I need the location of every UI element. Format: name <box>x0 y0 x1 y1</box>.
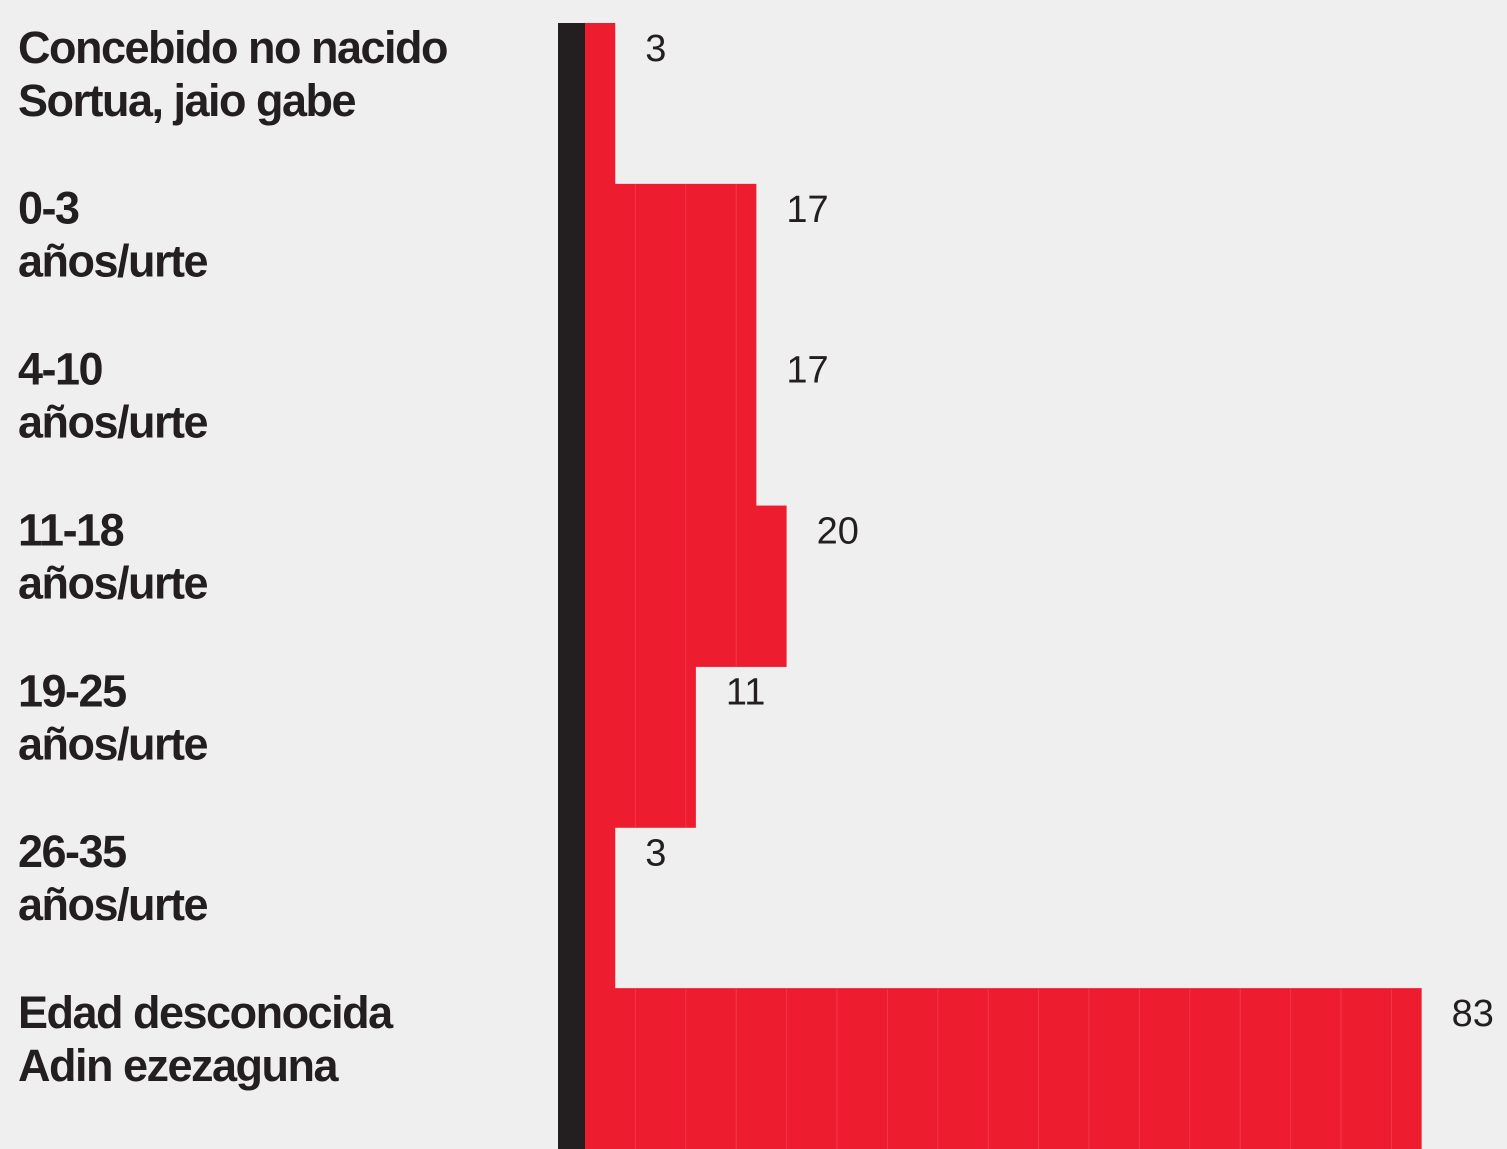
category-label: años/urte <box>18 879 208 930</box>
bar <box>585 23 616 185</box>
category-label: 19-25 <box>18 665 126 716</box>
value-label: 17 <box>786 350 828 392</box>
category-label: años/urte <box>18 557 208 608</box>
category-label: 11-18 <box>18 504 124 555</box>
bar <box>585 666 696 828</box>
category-label: años/urte <box>18 236 208 287</box>
bar <box>585 988 1422 1149</box>
category-label: Adin ezezaguna <box>18 1040 340 1091</box>
axis-bar <box>558 23 585 1149</box>
category-label: 4-10 <box>18 344 103 395</box>
category-label: Concebido no nacido <box>18 22 447 73</box>
category-label: Sortua, jaio gabe <box>18 75 356 126</box>
bar <box>585 183 757 346</box>
value-label: 11 <box>726 671 765 713</box>
category-label: 26-35 <box>18 826 126 877</box>
bar <box>585 827 616 989</box>
bar <box>585 344 757 507</box>
category-label: años/urte <box>18 397 208 448</box>
category-label: Edad desconocida <box>18 987 394 1038</box>
value-label: 17 <box>786 189 828 231</box>
value-label: 83 <box>1452 993 1494 1035</box>
category-label: años/urte <box>18 718 208 769</box>
value-label: 3 <box>645 832 666 874</box>
value-label: 3 <box>645 28 666 70</box>
value-label: 20 <box>817 511 859 553</box>
category-label: 0-3 <box>18 183 79 234</box>
